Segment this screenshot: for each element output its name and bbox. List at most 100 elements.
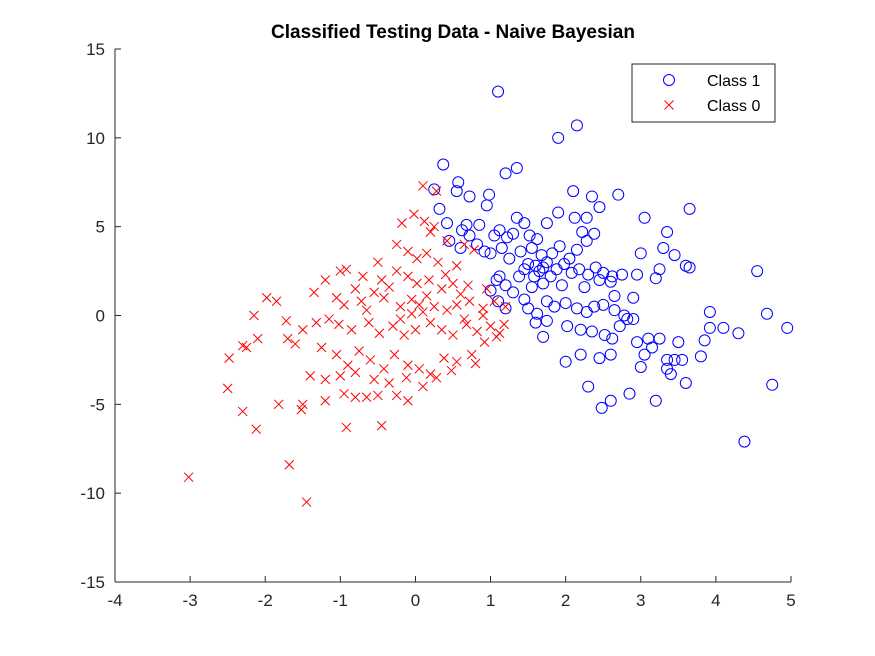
class1-point [553,240,566,253]
plot-area [183,85,794,507]
class1-point [679,377,692,390]
class1-point [499,167,512,180]
class1-point [634,247,647,260]
class1-point [588,300,601,313]
class0-point [419,216,430,227]
class1-point [717,321,730,334]
class0-point [401,372,412,383]
series-class-1 [428,85,794,448]
class1-point [535,249,548,262]
class1-point [507,286,520,299]
class1-point [613,320,626,333]
class1-point [490,273,503,286]
class1-point [593,273,606,286]
class1-point [657,241,670,254]
class0-point [320,275,331,285]
class0-point [273,399,284,410]
class1-point [606,270,619,283]
class1-point [738,435,751,448]
class1-point [501,231,514,244]
class0-point [442,236,452,246]
x-tick-label: 3 [636,591,645,610]
class1-point [531,307,544,320]
class1-point [676,353,689,366]
class0-point [271,296,282,307]
class0-point [424,275,434,285]
class1-point [616,268,628,281]
legend: Class 1 Class 0 [631,63,776,123]
class0-point [455,289,466,300]
class0-point [499,319,509,330]
class1-point [570,119,583,132]
class0-point [429,301,440,312]
class1-point [514,245,527,258]
class1-point [760,307,773,320]
class1-point [495,241,508,254]
legend-box [631,63,776,123]
class0-point [361,392,372,403]
class0-point [311,317,322,328]
y-tick-label: 10 [86,129,105,148]
class1-point [493,270,506,283]
class0-point [491,331,502,342]
class0-point [403,246,413,257]
class0-point [395,314,406,324]
class1-point [559,297,572,310]
class1-point [597,266,610,279]
class1-point [672,336,685,349]
class0-point [406,308,417,319]
class1-point [585,190,598,203]
class1-point [561,320,574,333]
class1-point [580,211,593,224]
class0-point [464,296,475,307]
class1-point [463,229,476,242]
class1-point [507,227,520,240]
class1-point [493,224,506,237]
class0-point [335,371,346,381]
y-tick-label: 15 [86,40,105,59]
class0-point [333,319,344,330]
class1-point [540,314,553,327]
class1-point [525,281,538,294]
y-tick-label: -15 [80,573,105,592]
class1-point [454,241,467,254]
class1-point [443,234,456,247]
x-tick-label: -3 [183,591,198,610]
class0-point [469,244,479,255]
class0-point [364,317,374,328]
class1-point [642,332,655,345]
class0-point [282,333,293,344]
class0-point [350,283,361,294]
class0-point [222,383,233,394]
class0-point [425,227,436,237]
class0-point [297,399,308,410]
class1-point [627,313,640,326]
class1-point [550,263,563,276]
class0-point [224,353,235,363]
class0-point [470,358,481,369]
class0-point [472,326,482,337]
class0-point [384,378,395,388]
class0-point [249,310,259,321]
class0-point [391,390,402,401]
class1-point [499,302,512,315]
class1-point [544,270,557,283]
class0-point [261,292,272,303]
class0-point [433,257,443,268]
class0-point [414,363,425,374]
class0-point [324,314,334,324]
class0-point [284,459,295,470]
class0-point [403,271,413,282]
class0-point [320,395,331,406]
class0-point [418,307,428,317]
class0-point [448,330,458,340]
class0-point [309,287,319,298]
class0-point [439,353,449,363]
class1-point [608,289,621,302]
class0-point [341,422,352,433]
x-tick-label: 2 [561,591,570,610]
x-tick-label: 0 [411,591,420,610]
class0-point [479,337,490,348]
class0-point [331,349,342,360]
